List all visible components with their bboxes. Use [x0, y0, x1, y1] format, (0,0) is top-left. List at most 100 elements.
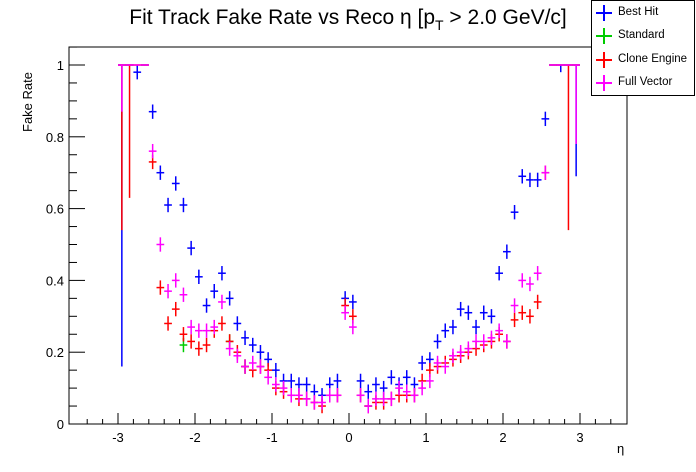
data-point	[233, 348, 242, 363]
data-point	[195, 323, 203, 338]
legend-marker-icon	[596, 5, 612, 21]
data-point	[541, 111, 550, 127]
data-point	[210, 283, 219, 299]
data-point	[256, 345, 265, 360]
data-point	[310, 395, 319, 410]
data-point	[171, 301, 180, 317]
data-point	[479, 334, 488, 349]
data-point	[264, 370, 272, 385]
y-axis-label: Fake Rate	[20, 72, 35, 132]
data-point	[510, 312, 519, 328]
data-point	[356, 373, 365, 389]
data-point	[341, 305, 349, 320]
data-point	[510, 298, 519, 313]
x-tick-label: -2	[189, 430, 201, 445]
data-point	[256, 359, 265, 374]
y-tick-label: 0.8	[46, 130, 64, 145]
legend-item-standard: Standard	[592, 25, 696, 47]
y-tick-label: 0	[57, 417, 64, 432]
data-point	[248, 355, 257, 371]
data-point	[572, 64, 580, 144]
data-point	[441, 323, 450, 338]
data-point	[195, 341, 203, 356]
x-axis-label: η	[617, 441, 625, 456]
y-tick-label: 0.4	[46, 273, 64, 288]
legend-marker-icon	[596, 52, 612, 68]
data-point	[156, 165, 165, 180]
data-point	[472, 319, 480, 335]
data-point	[287, 388, 296, 403]
data-point	[333, 373, 342, 389]
data-point	[518, 305, 527, 320]
data-point	[410, 388, 419, 403]
legend-label: Full Vector	[618, 76, 673, 88]
x-tick-label: 3	[576, 430, 583, 445]
data-point	[372, 391, 380, 407]
data-point	[302, 377, 311, 392]
x-tick-label: -3	[112, 430, 124, 445]
title-tail: > 2.0 GeV/c]	[443, 6, 567, 29]
data-point	[533, 294, 542, 310]
data-point	[464, 305, 473, 320]
legend-marker-icon	[596, 28, 612, 44]
data-point	[125, 64, 134, 198]
data-point	[248, 337, 257, 353]
data-point	[225, 291, 234, 306]
data-point	[156, 280, 165, 295]
data-marks	[118, 64, 580, 414]
x-tick-label: 1	[422, 430, 429, 445]
x-tick-label: 2	[499, 430, 506, 445]
data-point	[495, 323, 503, 338]
title-subscript: T	[435, 17, 444, 33]
data-point	[395, 380, 403, 396]
x-tick-label: 0	[345, 430, 352, 445]
data-point	[325, 388, 334, 403]
data-point	[118, 64, 126, 112]
data-point	[533, 266, 542, 281]
data-point	[472, 334, 480, 349]
data-point	[349, 319, 357, 335]
data-point	[526, 276, 534, 292]
data-point	[195, 269, 203, 284]
data-point	[179, 197, 188, 213]
data-point	[387, 391, 396, 407]
data-point	[418, 355, 426, 371]
y-tick-label: 1	[57, 58, 64, 73]
data-point	[164, 197, 172, 213]
data-point	[148, 143, 157, 159]
data-point	[556, 64, 565, 73]
legend-label: Best Hit	[618, 6, 659, 18]
y-tick-label: 0.6	[46, 202, 64, 217]
data-point	[503, 334, 511, 349]
x-tick-label: -1	[266, 430, 278, 445]
legend-marker-icon	[596, 75, 612, 91]
legend-item-best-hit: Best Hit	[592, 2, 696, 24]
data-point	[318, 395, 326, 410]
data-point	[503, 244, 511, 259]
data-point	[179, 287, 188, 302]
data-point	[541, 165, 550, 180]
data-point	[526, 309, 534, 324]
data-point	[148, 104, 157, 119]
data-point	[418, 380, 426, 396]
legend-item-clone-engine: Clone Engine	[592, 49, 696, 71]
data-point	[487, 309, 496, 324]
data-point	[449, 319, 457, 335]
data-point	[156, 237, 165, 252]
data-point	[387, 370, 396, 385]
data-point	[187, 319, 195, 335]
data-point	[479, 305, 488, 320]
data-point	[379, 391, 388, 407]
data-point	[372, 377, 380, 392]
data-point	[510, 205, 519, 220]
title-main: Fit Track Fake Rate vs Reco η [p	[129, 6, 436, 29]
data-point	[302, 391, 311, 407]
data-point	[233, 316, 242, 331]
data-point	[526, 172, 534, 188]
data-point	[364, 398, 373, 414]
data-point	[133, 65, 142, 80]
legend: Best Hit Standard Clone Engine Full Vect…	[591, 0, 695, 96]
data-point	[287, 373, 296, 389]
data-point	[456, 345, 465, 360]
